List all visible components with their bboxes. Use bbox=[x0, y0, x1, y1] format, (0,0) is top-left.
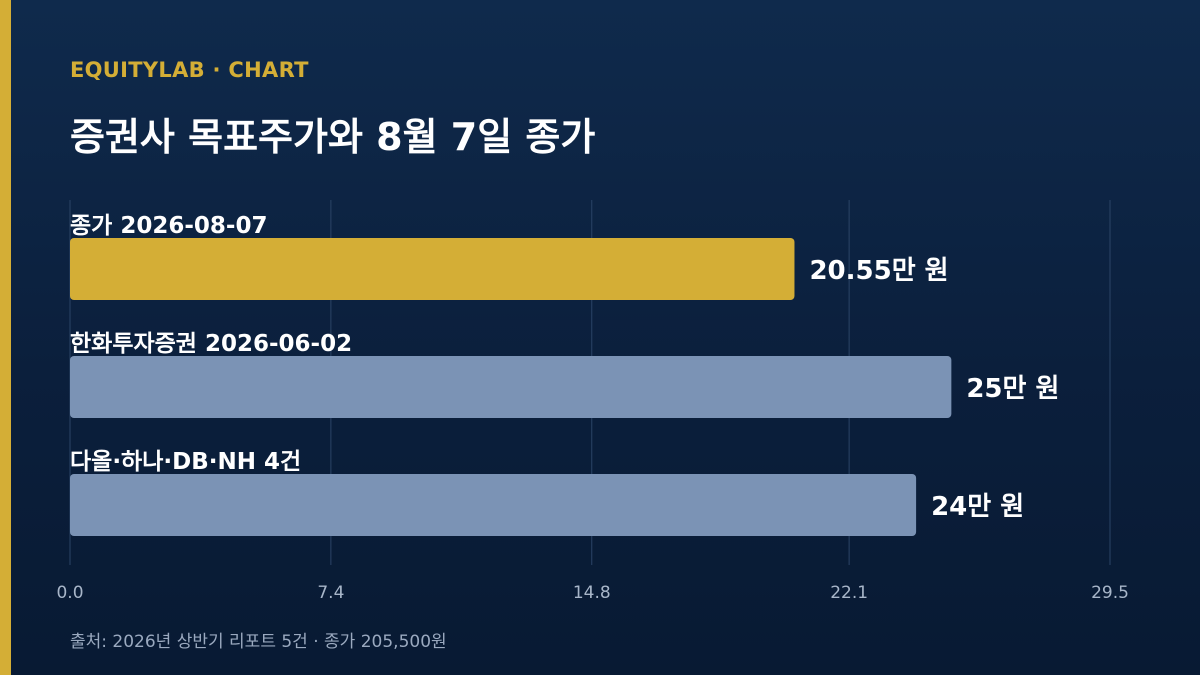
bar-category-label: 한화투자증권 2026-06-02 bbox=[70, 331, 352, 357]
bar-value-label: 25만 원 bbox=[966, 374, 1059, 404]
x-tick-label: 7.4 bbox=[317, 583, 344, 603]
source-note: 출처: 2026년 상반기 리포트 5건 · 종가 205,500원 bbox=[70, 632, 447, 652]
chart-title: 증권사 목표주가와 8월 7일 종가 bbox=[70, 115, 596, 159]
x-tick-label: 29.5 bbox=[1091, 583, 1129, 603]
x-tick-label: 0.0 bbox=[56, 583, 83, 603]
bar-category-label: 종가 2026-08-07 bbox=[70, 213, 267, 239]
bar-value-label: 24만 원 bbox=[931, 492, 1024, 522]
bar bbox=[70, 238, 795, 300]
bar-category-label: 다올·하나·DB·NH 4건 bbox=[70, 449, 301, 475]
x-tick-label: 22.1 bbox=[830, 583, 868, 603]
bar bbox=[70, 356, 952, 418]
x-tick-label: 14.8 bbox=[573, 583, 611, 603]
accent-bar bbox=[0, 0, 11, 675]
chart-kicker: EQUITYLAB · CHART bbox=[70, 58, 309, 82]
bar-value-label: 20.55만 원 bbox=[809, 256, 948, 286]
bar bbox=[70, 474, 917, 536]
